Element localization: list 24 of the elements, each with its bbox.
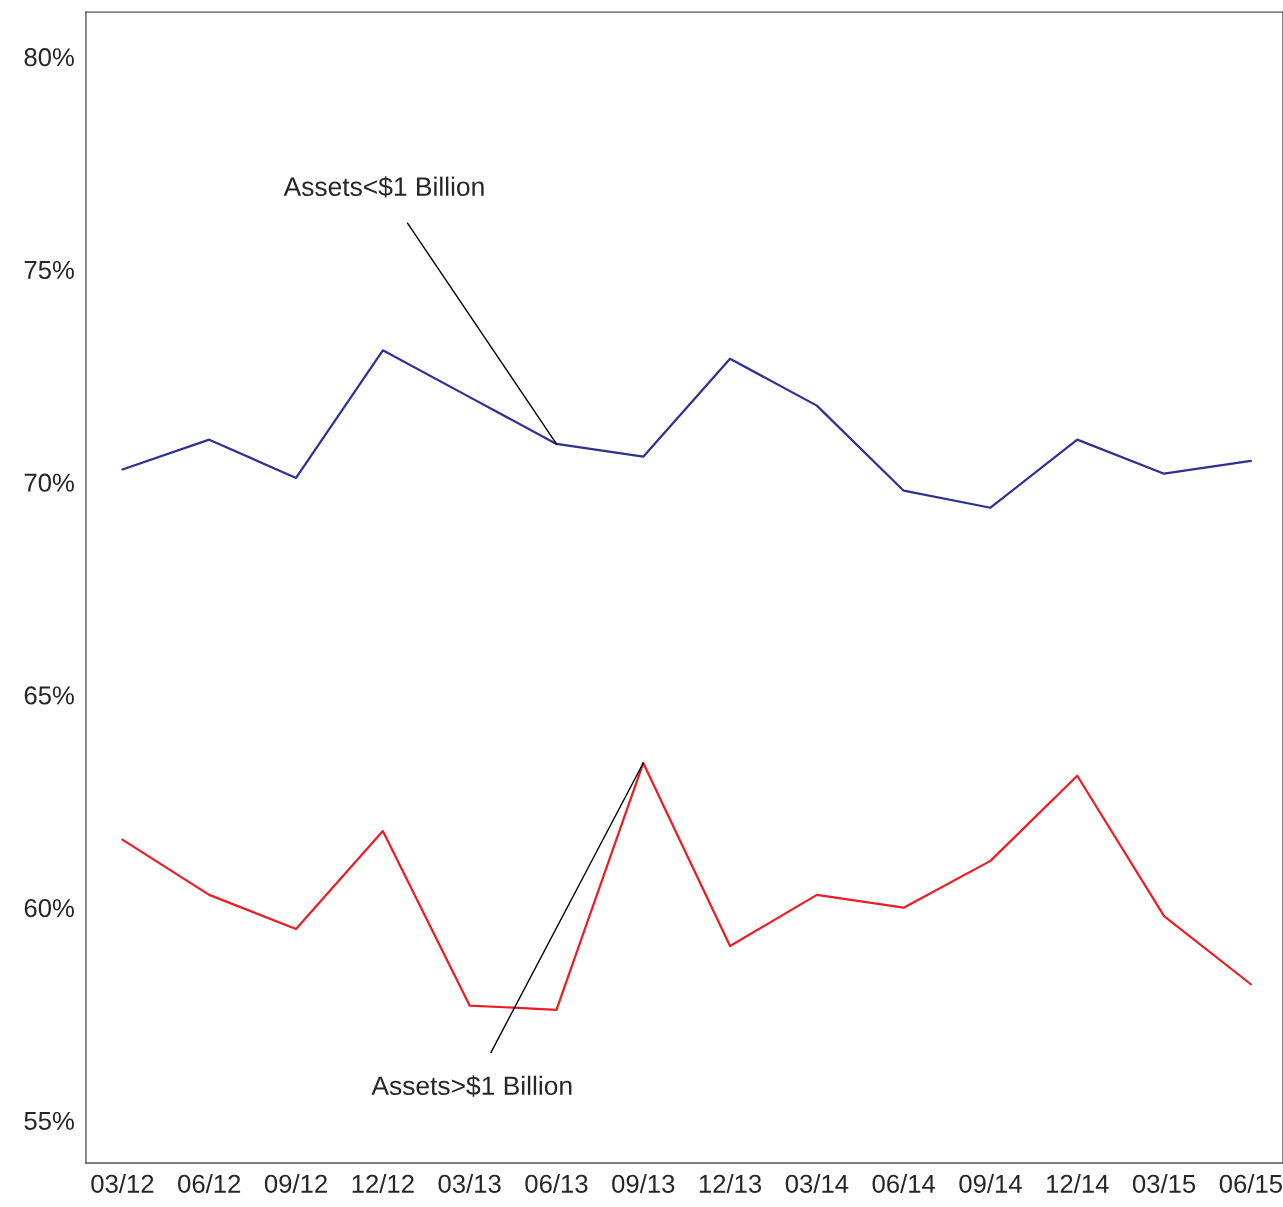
y-tick-label: 65%	[24, 686, 74, 705]
y-tick-label: 60%	[24, 899, 74, 918]
y-tick-label: 80%	[24, 48, 74, 67]
annotation: Assets<$1 Billion	[283, 176, 484, 198]
x-tick-label: 03/14	[785, 1174, 849, 1193]
y-tick-label: 55%	[24, 1111, 74, 1130]
line-series	[121, 761, 1252, 1011]
y-tick-label: 70%	[24, 473, 74, 492]
x-tick-label: 06/14	[872, 1174, 936, 1193]
x-tick-label: 12/12	[352, 1174, 414, 1193]
annotation: Assets>$1 Billion	[371, 1075, 572, 1097]
y-tick-label: 75%	[24, 260, 74, 280]
x-tick-label: 06/12	[178, 1174, 241, 1193]
line-series	[121, 349, 1252, 509]
x-tick-label: 06/13	[525, 1174, 588, 1193]
x-tick-label: 12/13	[699, 1174, 762, 1193]
x-tick-label: 09/14	[959, 1174, 1022, 1193]
x-tick-label: 03/15	[1132, 1174, 1196, 1193]
x-tick-label: 06/15	[1219, 1174, 1282, 1193]
x-tick-label: 03/13	[438, 1174, 501, 1193]
x-tick-label: 09/13	[612, 1174, 675, 1193]
x-tick-label: 03/12	[91, 1174, 154, 1193]
x-tick-label: 12/14	[1047, 1174, 1109, 1193]
x-tick-label: 09/12	[264, 1174, 327, 1193]
